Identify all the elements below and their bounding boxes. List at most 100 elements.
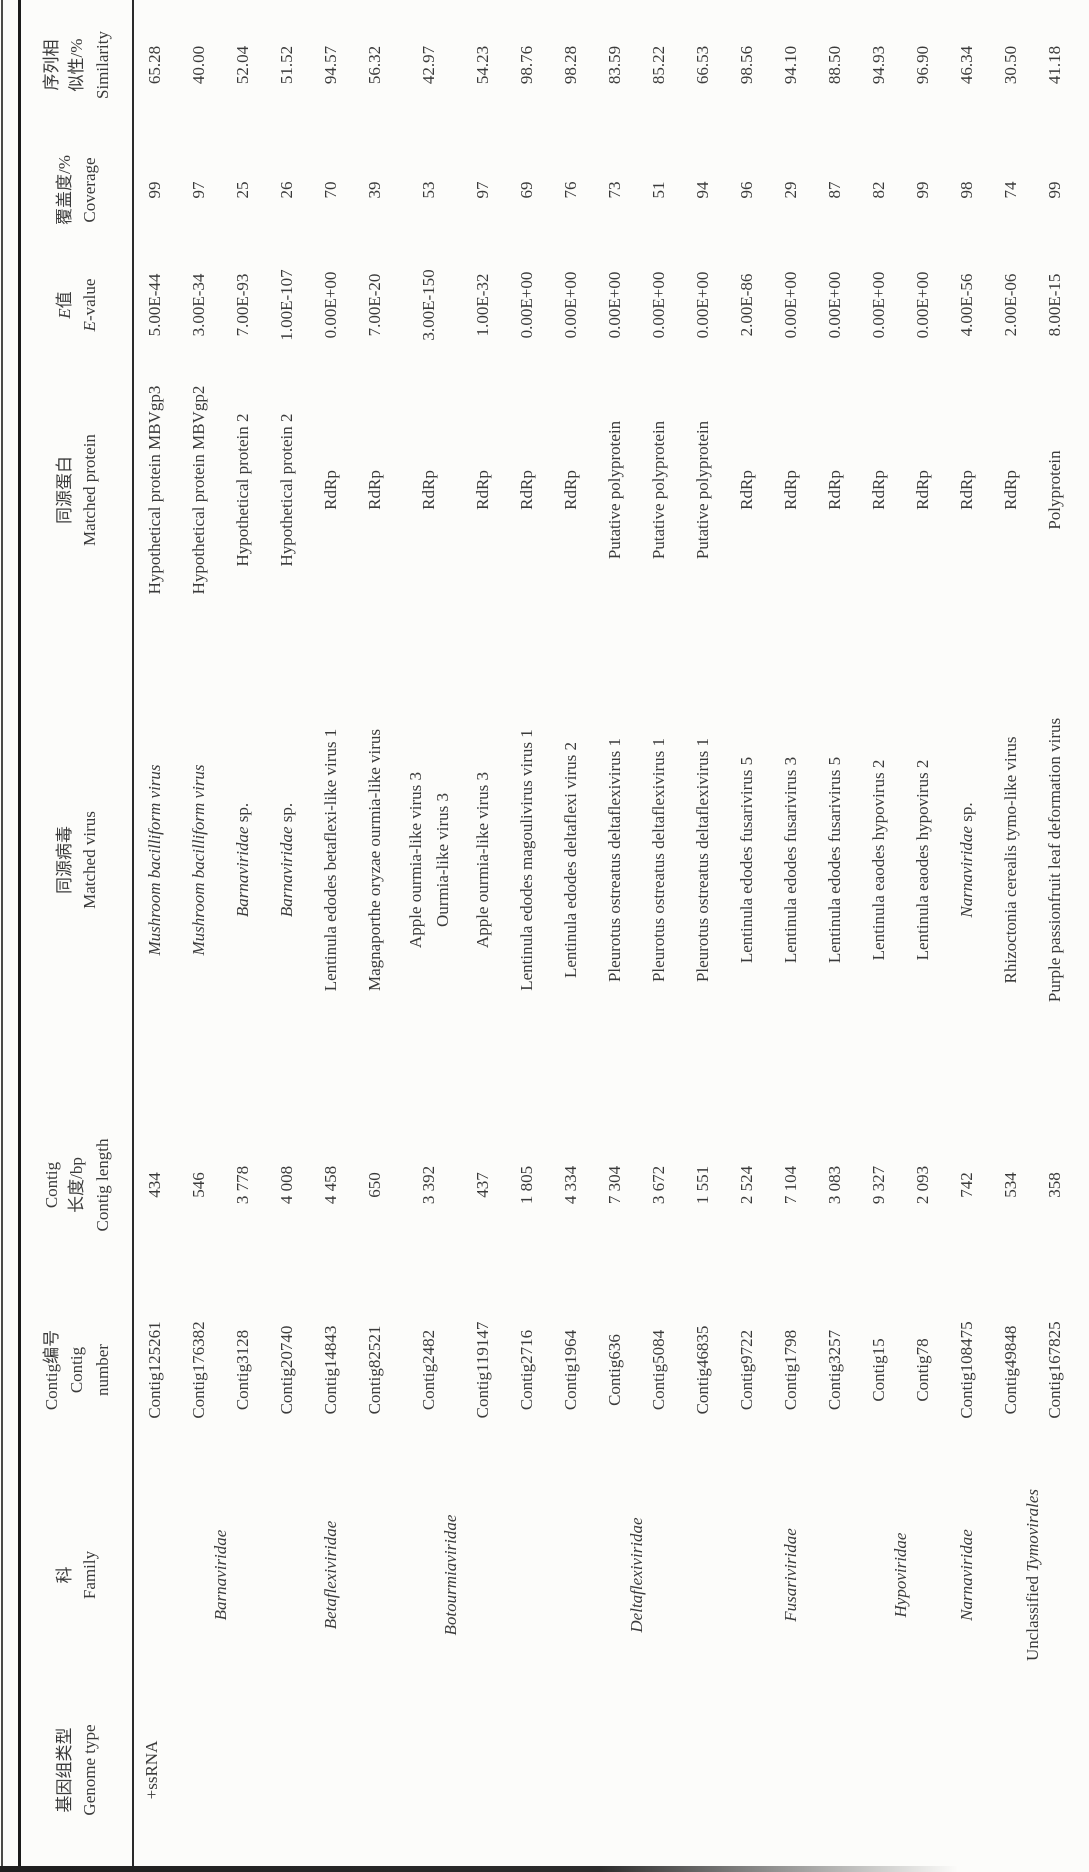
cell-family: Deltaflexiviridae bbox=[626, 1517, 646, 1633]
cell-coverage: 96 bbox=[736, 181, 756, 199]
cell-evalue: 0.00E+00 bbox=[912, 271, 932, 339]
cell-contig-length: 3 778 bbox=[232, 1165, 252, 1205]
cell-contig-number: Contig2482 bbox=[418, 1329, 438, 1411]
cell-matched-virus: Lentinula edodes fusarivirus 3 bbox=[781, 756, 801, 964]
cell-evalue: 0.00E+00 bbox=[320, 271, 340, 339]
cell-contig-length: 4 334 bbox=[560, 1165, 580, 1205]
cell-similarity: 46.34 bbox=[956, 45, 976, 85]
cell-contig-number: Contig82521 bbox=[364, 1325, 384, 1415]
cell-family: Barnaviridae bbox=[210, 1529, 230, 1621]
cell-contig-length: 358 bbox=[1044, 1172, 1064, 1198]
cell-coverage: 74 bbox=[1000, 181, 1020, 199]
cell-contig-length: 3 672 bbox=[648, 1165, 668, 1205]
cell-matched-virus: Barnaviridae sp. bbox=[233, 802, 253, 918]
scan-edge-line bbox=[1, 0, 3, 1872]
cell-matched-protein: RdRp bbox=[912, 470, 932, 510]
cell-matched-protein: Putative polyprotein bbox=[692, 420, 712, 560]
cell-similarity: 98.76 bbox=[516, 45, 536, 85]
cell-evalue: 5.00E-44 bbox=[144, 273, 164, 337]
cell-matched-protein: Hypothetical protein 2 bbox=[276, 413, 296, 567]
cell-family: Botourmiaviridae bbox=[440, 1514, 460, 1636]
cell-contig-length: 534 bbox=[1000, 1172, 1020, 1198]
cell-evalue: 0.00E+00 bbox=[560, 271, 580, 339]
cell-matched-virus: Lentinula edodes deltaflexi virus 2 bbox=[561, 741, 581, 979]
cell-contig-number: Contig15 bbox=[868, 1338, 888, 1402]
cell-evalue: 0.00E+00 bbox=[868, 271, 888, 339]
cell-matched-protein: RdRp bbox=[472, 470, 492, 510]
cell-evalue: 2.00E-86 bbox=[736, 273, 756, 337]
cell-matched-virus: Rhizoctonia cerealis tymo-like virus bbox=[1001, 736, 1021, 984]
cell-coverage: 53 bbox=[418, 181, 438, 199]
cell-coverage: 29 bbox=[780, 181, 800, 199]
cell-matched-virus: Barnaviridae sp. bbox=[277, 802, 297, 918]
cell-matched-protein: Hypothetical protein MBVgp3 bbox=[144, 385, 164, 595]
scan-edge-band bbox=[0, 1866, 1089, 1872]
cell-evalue: 1.00E-32 bbox=[472, 273, 492, 337]
cell-similarity: 85.22 bbox=[648, 45, 668, 85]
cell-similarity: 88.50 bbox=[824, 45, 844, 85]
cell-similarity: 52.04 bbox=[232, 45, 252, 85]
cell-evalue: 7.00E-20 bbox=[364, 273, 384, 337]
cell-coverage: 70 bbox=[320, 181, 340, 199]
cell-contig-length: 7 304 bbox=[604, 1165, 624, 1205]
cell-similarity: 30.50 bbox=[1000, 45, 1020, 85]
cell-coverage: 39 bbox=[364, 181, 384, 199]
cell-evalue: 3.00E-150 bbox=[418, 269, 438, 341]
column-header-contig-length: Contig 长度/bp Contig length bbox=[41, 1138, 112, 1232]
table-row: Botourmiaviridae Contig82521 650 Magnaporth… bbox=[353, 0, 460, 1860]
cell-contig-number: Contig1798 bbox=[780, 1329, 800, 1411]
cell-contig-number: Contig1964 bbox=[560, 1329, 580, 1411]
cell-coverage: 73 bbox=[604, 181, 624, 199]
cell-similarity: 40.00 bbox=[188, 45, 208, 85]
cell-matched-virus: Lentinula edodes betaflexi-like virus 1 bbox=[321, 728, 341, 992]
cell-evalue: 0.00E+00 bbox=[824, 271, 844, 339]
cell-similarity: 42.97 bbox=[418, 45, 438, 85]
cell-contig-length: 4 008 bbox=[276, 1165, 296, 1205]
table-row: +ssRNA Barnaviridae Contig125261 434 Mushroo… bbox=[133, 0, 230, 1860]
cell-matched-protein: RdRp bbox=[418, 470, 438, 510]
cell-contig-number: Contig3128 bbox=[232, 1329, 252, 1411]
cell-coverage: 99 bbox=[144, 181, 164, 199]
cell-matched-virus: Lentinula edodes fusarivirus 5 bbox=[825, 756, 845, 964]
cell-matched-protein: RdRp bbox=[516, 470, 536, 510]
cell-evalue: 0.00E+00 bbox=[604, 271, 624, 339]
column-header-matched-protein: 同源蛋白 Matched protein bbox=[54, 434, 100, 546]
cell-contig-length: 1 805 bbox=[516, 1165, 536, 1205]
cell-contig-number: Contig20740 bbox=[276, 1325, 296, 1415]
cell-matched-virus: Mushroom bacilliform virus bbox=[145, 764, 165, 956]
cell-evalue: 4.00E-56 bbox=[956, 273, 976, 337]
cell-matched-protein: Hypothetical protein 2 bbox=[232, 413, 252, 567]
cell-similarity: 66.53 bbox=[692, 45, 712, 85]
column-header-family: 科 Family bbox=[54, 1550, 100, 1600]
cell-evalue: 2.00E-06 bbox=[1000, 273, 1020, 337]
cell-matched-protein: RdRp bbox=[824, 470, 844, 510]
cell-contig-number: Contig167825 bbox=[1044, 1321, 1064, 1419]
cell-contig-number: Contig636 bbox=[604, 1334, 624, 1406]
cell-matched-protein: RdRp bbox=[956, 470, 976, 510]
cell-contig-length: 434 bbox=[144, 1172, 164, 1198]
cell-coverage: 98 bbox=[956, 181, 976, 199]
column-header-coverage: 覆盖度/% Coverage bbox=[54, 155, 100, 225]
cell-contig-number: Contig49848 bbox=[1000, 1325, 1020, 1415]
cell-evalue: 7.00E-93 bbox=[232, 273, 252, 337]
cell-contig-length: 3 392 bbox=[418, 1165, 438, 1205]
cell-coverage: 51 bbox=[648, 181, 668, 199]
cell-evalue: 0.00E+00 bbox=[648, 271, 668, 339]
cell-similarity: 41.18 bbox=[1044, 45, 1064, 85]
cell-contig-number: Contig3257 bbox=[824, 1329, 844, 1411]
cell-contig-number: Contig2716 bbox=[516, 1329, 536, 1411]
cell-evalue: 3.00E-34 bbox=[188, 273, 208, 337]
cell-matched-virus: Purple passionfruit leaf deformation vir… bbox=[1045, 717, 1065, 1003]
cell-similarity: 98.28 bbox=[560, 45, 580, 85]
column-header-e-value: E值 E-value bbox=[54, 278, 100, 332]
cell-evalue: 1.00E-107 bbox=[276, 269, 296, 341]
cell-coverage: 69 bbox=[516, 181, 536, 199]
cell-contig-number: Contig108475 bbox=[956, 1321, 976, 1419]
cell-coverage: 76 bbox=[560, 181, 580, 199]
cell-matched-virus: Mushroom bacilliform virus bbox=[189, 764, 209, 956]
cell-contig-number: Contig125261 bbox=[144, 1321, 164, 1419]
cell-matched-protein: RdRp bbox=[560, 470, 580, 510]
cell-coverage: 97 bbox=[472, 181, 492, 199]
